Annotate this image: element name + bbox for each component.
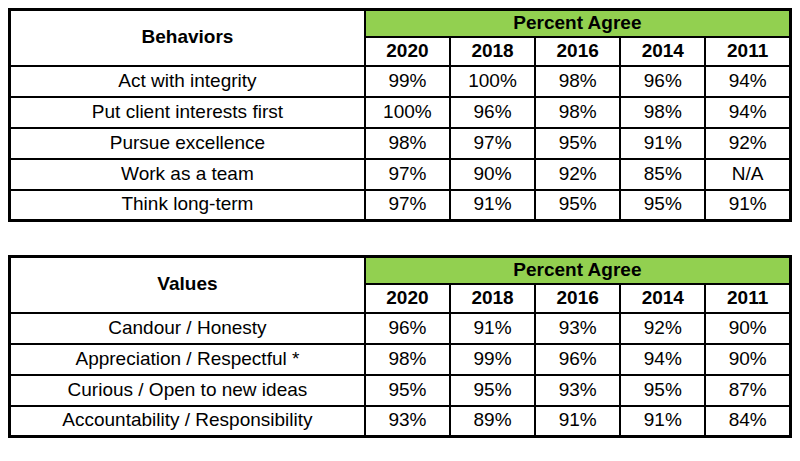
row-label: Accountability / Responsibility — [10, 406, 365, 437]
values-table-title: Values — [10, 257, 365, 313]
table-cell: 100% — [365, 97, 450, 128]
table-cell: 96% — [535, 344, 620, 375]
row-label: Pursue excellence — [10, 128, 365, 159]
table-cell: 93% — [535, 313, 620, 344]
behaviors-year-header-2011: 2011 — [705, 37, 790, 66]
behaviors-header-row-1: Behaviors Percent Agree — [10, 10, 791, 37]
table-cell: 95% — [365, 375, 450, 406]
table-cell: 95% — [620, 375, 705, 406]
row-label: Put client interests first — [10, 97, 365, 128]
row-label: Curious / Open to new ideas — [10, 375, 365, 406]
table-cell: 92% — [705, 128, 790, 159]
table-cell: 93% — [535, 375, 620, 406]
table-cell: 94% — [705, 97, 790, 128]
table-cell: 91% — [620, 128, 705, 159]
table-cell: 94% — [620, 344, 705, 375]
table-row: Candour / Honesty 96% 91% 93% 92% 90% — [10, 313, 791, 344]
table-cell: 97% — [450, 128, 535, 159]
values-table: Values Percent Agree 2020 2018 2016 2014… — [8, 255, 792, 438]
table-cell: 91% — [450, 313, 535, 344]
values-percent-agree-header: Percent Agree — [365, 257, 791, 284]
table-cell: 91% — [620, 406, 705, 437]
table-row: Accountability / Responsibility 93% 89% … — [10, 406, 791, 437]
table-cell: 98% — [620, 97, 705, 128]
table-cell: 98% — [535, 97, 620, 128]
table-cell: 87% — [705, 375, 790, 406]
row-label: Act with integrity — [10, 66, 365, 97]
row-label: Work as a team — [10, 159, 365, 190]
table-cell: 99% — [450, 344, 535, 375]
table-row: Act with integrity 99% 100% 98% 96% 94% — [10, 66, 791, 97]
values-year-header-2018: 2018 — [450, 284, 535, 313]
table-cell: 95% — [535, 128, 620, 159]
table-cell: 98% — [365, 344, 450, 375]
table-cell: 96% — [450, 97, 535, 128]
table-cell: 84% — [705, 406, 790, 437]
table-cell: N/A — [705, 159, 790, 190]
survey-results-page: Behaviors Percent Agree 2020 2018 2016 2… — [0, 0, 800, 461]
table-cell: 97% — [365, 159, 450, 190]
table-cell: 98% — [365, 128, 450, 159]
table-cell: 99% — [365, 66, 450, 97]
values-year-header-2011: 2011 — [705, 284, 790, 313]
table-cell: 93% — [365, 406, 450, 437]
table-cell: 95% — [450, 375, 535, 406]
table-cell: 89% — [450, 406, 535, 437]
behaviors-percent-agree-header: Percent Agree — [365, 10, 791, 37]
table-cell: 92% — [535, 159, 620, 190]
table-cell: 91% — [450, 190, 535, 221]
table-cell: 96% — [365, 313, 450, 344]
behaviors-year-header-2018: 2018 — [450, 37, 535, 66]
values-header-row-1: Values Percent Agree — [10, 257, 791, 284]
table-cell: 92% — [620, 313, 705, 344]
table-cell: 97% — [365, 190, 450, 221]
row-label: Candour / Honesty — [10, 313, 365, 344]
table-cell: 96% — [620, 66, 705, 97]
behaviors-year-header-2020: 2020 — [365, 37, 450, 66]
table-cell: 91% — [705, 190, 790, 221]
table-cell: 90% — [450, 159, 535, 190]
behaviors-year-header-2014: 2014 — [620, 37, 705, 66]
table-row: Put client interests first 100% 96% 98% … — [10, 97, 791, 128]
behaviors-table-title: Behaviors — [10, 10, 365, 66]
values-year-header-2020: 2020 — [365, 284, 450, 313]
row-label: Appreciation / Respectful * — [10, 344, 365, 375]
table-row: Work as a team 97% 90% 92% 85% N/A — [10, 159, 791, 190]
row-label: Think long-term — [10, 190, 365, 221]
values-year-header-2014: 2014 — [620, 284, 705, 313]
table-cell: 90% — [705, 313, 790, 344]
values-year-header-2016: 2016 — [535, 284, 620, 313]
table-cell: 98% — [535, 66, 620, 97]
table-row: Pursue excellence 98% 97% 95% 91% 92% — [10, 128, 791, 159]
table-cell: 90% — [705, 344, 790, 375]
table-cell: 100% — [450, 66, 535, 97]
behaviors-year-header-2016: 2016 — [535, 37, 620, 66]
table-row: Think long-term 97% 91% 95% 95% 91% — [10, 190, 791, 221]
table-cell: 94% — [705, 66, 790, 97]
table-cell: 95% — [620, 190, 705, 221]
behaviors-table: Behaviors Percent Agree 2020 2018 2016 2… — [8, 8, 792, 222]
table-row: Appreciation / Respectful * 98% 99% 96% … — [10, 344, 791, 375]
table-cell: 91% — [535, 406, 620, 437]
table-cell: 95% — [535, 190, 620, 221]
table-cell: 85% — [620, 159, 705, 190]
table-row: Curious / Open to new ideas 95% 95% 93% … — [10, 375, 791, 406]
